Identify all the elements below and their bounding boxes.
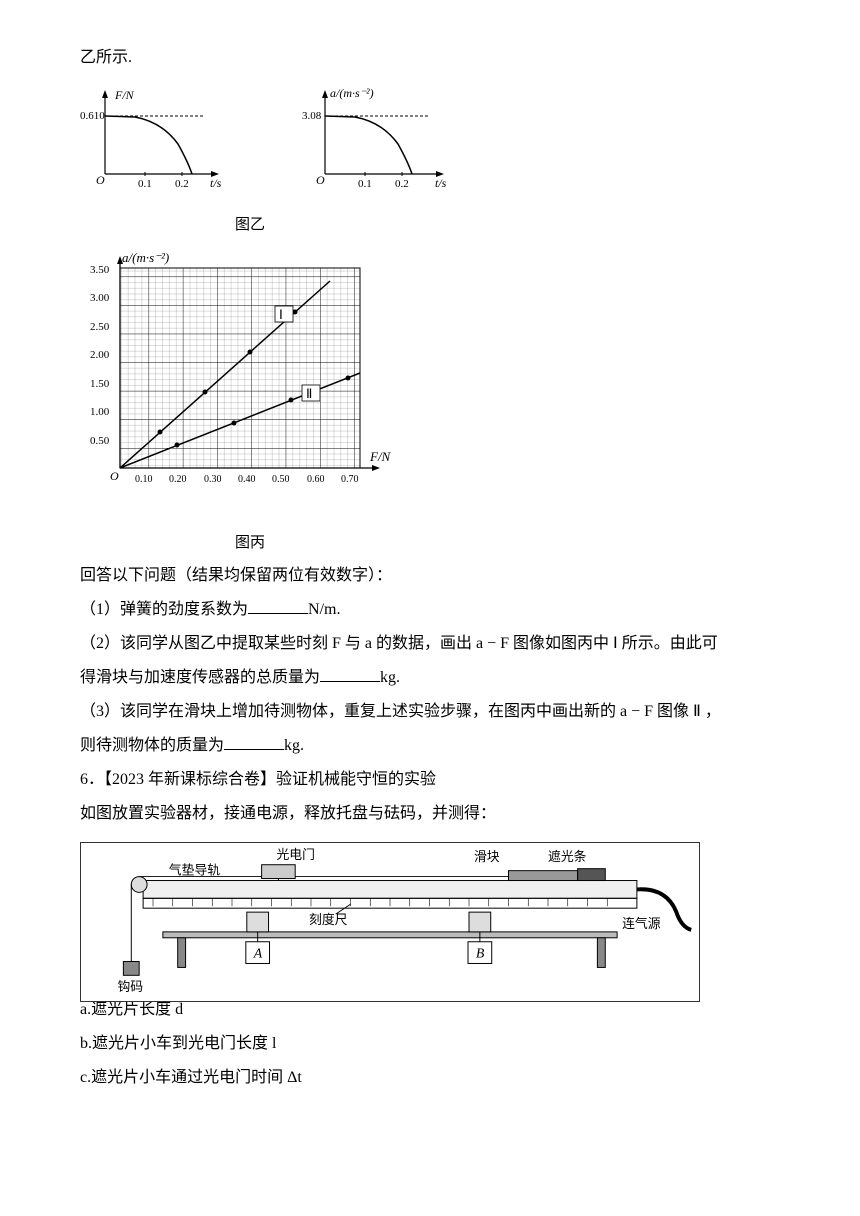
yi-left-ytick: 0.610 (80, 110, 105, 122)
q3-line1: （3）该同学在滑块上增加待测物体，重复上述实验步骤，在图丙中画出新的 a − F… (80, 696, 780, 728)
svg-text:0.2: 0.2 (395, 178, 409, 190)
question-intro: 回答以下问题（结果均保留两位有效数字）： (80, 560, 780, 592)
svg-text:0.70: 0.70 (341, 474, 359, 485)
label-slider: 滑块 (474, 850, 500, 864)
q2-line2-before: 得滑块与加速度传感器的总质量为 (80, 669, 320, 686)
svg-text:0.60: 0.60 (307, 474, 325, 485)
svg-text:0.2: 0.2 (175, 178, 189, 190)
svg-text:2.50: 2.50 (90, 321, 110, 333)
q3-line2: 则待测物体的质量为 kg. (80, 730, 780, 762)
svg-text:0.1: 0.1 (358, 178, 372, 190)
q3-line2-after: kg. (284, 737, 304, 754)
q2-line2: 得滑块与加速度传感器的总质量为 kg. (80, 662, 780, 694)
chart-yi-left: F/N 0.610 O 0.1 0.2 t/s (80, 84, 240, 206)
q3-line2-before: 则待测物体的质量为 (80, 737, 224, 754)
svg-text:1.50: 1.50 (90, 378, 110, 390)
svg-text:3.00: 3.00 (90, 292, 110, 304)
chart-yi-right: a/(m·s⁻²) 3.08 O 0.1 0.2 t/s (300, 84, 470, 206)
yi-left-ylabel: F/N (114, 88, 135, 102)
label-rail: 气垫导轨 (169, 863, 220, 878)
q3-blank[interactable] (224, 731, 284, 750)
q1-before: （1）弹簧的劲度系数为 (80, 601, 248, 618)
label-support-b: B (476, 946, 485, 961)
svg-text:Ⅰ: Ⅰ (279, 307, 283, 322)
yi-right-ylabel: a/(m·s⁻²) (330, 86, 374, 100)
svg-text:1.00: 1.00 (90, 406, 110, 418)
svg-text:2.00: 2.00 (90, 349, 110, 361)
q6-title: 6．【2023 年新课标综合卷】验证机械能守恒的实验 (80, 764, 780, 796)
svg-text:t/s: t/s (435, 176, 447, 190)
label-support-a: A (253, 946, 263, 961)
item-c: c.遮光片小车通过光电门时间 Δt (80, 1062, 780, 1094)
svg-text:0.1: 0.1 (138, 178, 152, 190)
yi-right-ytick: 3.08 (302, 110, 322, 122)
svg-text:0.10: 0.10 (135, 474, 153, 485)
svg-text:0.40: 0.40 (238, 474, 256, 485)
intro-text: 乙所示. (80, 42, 780, 74)
svg-text:Ⅱ: Ⅱ (306, 386, 312, 401)
svg-text:O: O (110, 469, 119, 483)
q2-blank[interactable] (320, 663, 380, 682)
label-ruler: 刻度尺 (309, 912, 348, 927)
svg-text:F/N: F/N (369, 449, 392, 464)
label-air-source: 连气源 (622, 916, 661, 931)
svg-text:0.50: 0.50 (90, 435, 110, 447)
yi-left-origin: O (96, 173, 105, 187)
svg-text:0.50: 0.50 (272, 474, 290, 485)
q1: （1）弹簧的劲度系数为 N/m. (80, 594, 780, 626)
svg-text:0.30: 0.30 (204, 474, 222, 485)
item-b: b.遮光片小车到光电门长度 l (80, 1028, 780, 1060)
label-light-strip: 遮光条 (548, 849, 587, 864)
label-photogate: 光电门 (276, 848, 314, 862)
q1-after: N/m. (308, 601, 340, 618)
label-weight: 钩码 (117, 980, 143, 994)
label-yi: 图乙 (140, 210, 360, 240)
q6-desc: 如图放置实验器材，接通电源，释放托盘与砝码，并测得： (80, 798, 780, 830)
svg-text:3.50: 3.50 (90, 264, 110, 276)
svg-text:0.20: 0.20 (169, 474, 187, 485)
chart-bing: a/(m·s⁻²) 0.50 1.00 1.50 2.00 2.50 3.00 (80, 248, 780, 520)
q1-blank[interactable] (248, 595, 308, 614)
apparatus-diagram: 钩码 光电门 气垫导轨 滑块 遮光条 连气源 A B 刻度尺 (80, 832, 700, 992)
svg-text:a/(m·s⁻²): a/(m·s⁻²) (122, 250, 169, 265)
q2-line2-after: kg. (380, 669, 400, 686)
q2-line1: （2）该同学从图乙中提取某些时刻 F 与 a 的数据，画出 a − F 图像如图… (80, 628, 780, 660)
svg-text:O: O (316, 173, 325, 187)
chart-yi-row: F/N 0.610 O 0.1 0.2 t/s a/(m·s⁻²) 3.08 O… (80, 84, 780, 206)
label-bing: 图丙 (110, 528, 390, 558)
svg-text:t/s: t/s (210, 176, 222, 190)
